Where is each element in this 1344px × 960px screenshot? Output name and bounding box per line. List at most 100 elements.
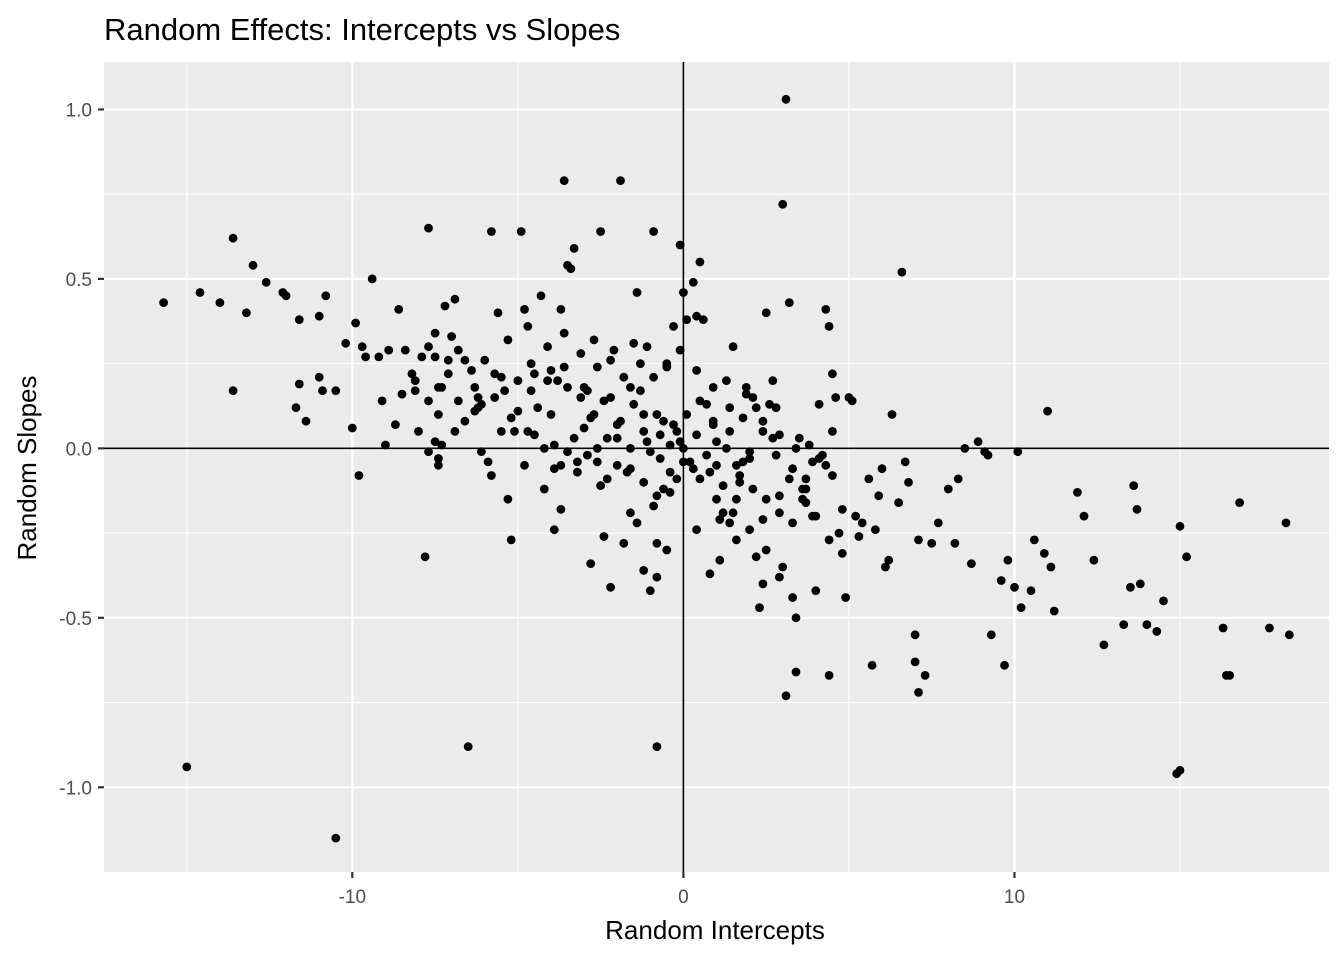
- data-point: [450, 294, 460, 304]
- data-point: [314, 311, 324, 321]
- data-point: [301, 416, 311, 426]
- data-point: [804, 440, 814, 450]
- data-point: [649, 501, 658, 511]
- data-point: [705, 467, 715, 477]
- data-point: [778, 199, 788, 209]
- data-point: [725, 518, 735, 528]
- data-point: [996, 576, 1006, 585]
- data-point: [784, 474, 794, 484]
- data-point: [546, 410, 556, 419]
- data-point: [1281, 518, 1291, 528]
- data-point: [1049, 606, 1059, 616]
- data-point: [539, 484, 549, 494]
- data-point: [447, 332, 456, 341]
- data-point: [559, 328, 569, 338]
- data-point: [503, 494, 513, 504]
- data-point: [543, 376, 552, 385]
- data-point: [294, 379, 304, 389]
- y-tick-label: 0.0: [66, 439, 92, 460]
- x-tick-label: 10: [1004, 887, 1025, 908]
- data-point: [933, 518, 943, 528]
- data-point: [440, 301, 450, 311]
- y-tick-label: 0.5: [66, 270, 92, 291]
- data-point: [874, 491, 884, 501]
- data-point: [407, 369, 417, 379]
- data-point: [341, 338, 351, 348]
- data-point: [695, 396, 705, 406]
- data-point: [539, 444, 549, 453]
- data-point: [659, 484, 668, 494]
- data-point: [682, 315, 692, 324]
- data-point: [510, 427, 519, 436]
- data-point: [808, 457, 817, 467]
- data-point: [1046, 562, 1056, 572]
- data-point: [791, 613, 801, 623]
- data-point: [629, 399, 639, 409]
- data-point: [394, 305, 404, 314]
- data-point: [318, 386, 327, 396]
- data-point: [665, 440, 675, 450]
- data-point: [685, 457, 695, 467]
- data-point: [722, 376, 731, 385]
- data-point: [215, 298, 225, 307]
- data-point: [513, 376, 523, 385]
- data-point: [775, 430, 784, 440]
- y-axis-title: Random Slopes: [12, 376, 42, 561]
- data-point: [732, 460, 741, 470]
- data-point: [573, 457, 582, 467]
- data-point: [430, 352, 440, 362]
- data-point: [745, 454, 754, 463]
- data-point: [741, 389, 751, 399]
- data-point: [589, 335, 599, 345]
- data-point: [775, 572, 784, 582]
- data-point: [632, 288, 642, 297]
- data-point: [1026, 586, 1036, 596]
- data-points: [159, 94, 1294, 843]
- data-point: [1016, 603, 1026, 612]
- data-point: [828, 427, 837, 436]
- data-point: [894, 498, 903, 507]
- data-point: [632, 518, 642, 528]
- data-point: [606, 393, 615, 402]
- data-point: [725, 427, 735, 436]
- data-point: [543, 342, 552, 352]
- data-point: [794, 433, 804, 443]
- data-point: [675, 437, 685, 446]
- data-point: [857, 518, 867, 528]
- data-point: [669, 322, 678, 331]
- data-point: [424, 342, 433, 352]
- data-point: [546, 366, 556, 375]
- x-tick-label: -10: [339, 887, 366, 908]
- data-point: [639, 410, 649, 419]
- data-point: [612, 460, 622, 470]
- data-point: [824, 671, 834, 680]
- data-point: [397, 389, 407, 399]
- data-point: [841, 593, 850, 602]
- data-point: [513, 406, 523, 416]
- data-point: [556, 460, 566, 470]
- data-point: [487, 227, 496, 236]
- data-point: [470, 383, 480, 392]
- data-point: [771, 403, 781, 413]
- data-point: [1099, 640, 1109, 650]
- data-point: [722, 444, 731, 453]
- data-point: [586, 413, 596, 423]
- data-point: [652, 538, 662, 548]
- data-point: [728, 342, 738, 352]
- data-point: [443, 369, 453, 379]
- data-point: [410, 376, 420, 385]
- data-point: [910, 630, 920, 640]
- data-point: [920, 671, 930, 680]
- data-point: [520, 460, 529, 470]
- data-point: [881, 562, 890, 572]
- data-point: [771, 450, 781, 460]
- data-point: [682, 410, 692, 419]
- data-point: [692, 430, 701, 440]
- data-point: [1089, 555, 1099, 565]
- data-point: [788, 464, 797, 474]
- data-point: [626, 383, 635, 392]
- data-point: [437, 383, 447, 392]
- data-point: [712, 460, 721, 470]
- data-point: [781, 94, 791, 104]
- data-point: [443, 355, 453, 365]
